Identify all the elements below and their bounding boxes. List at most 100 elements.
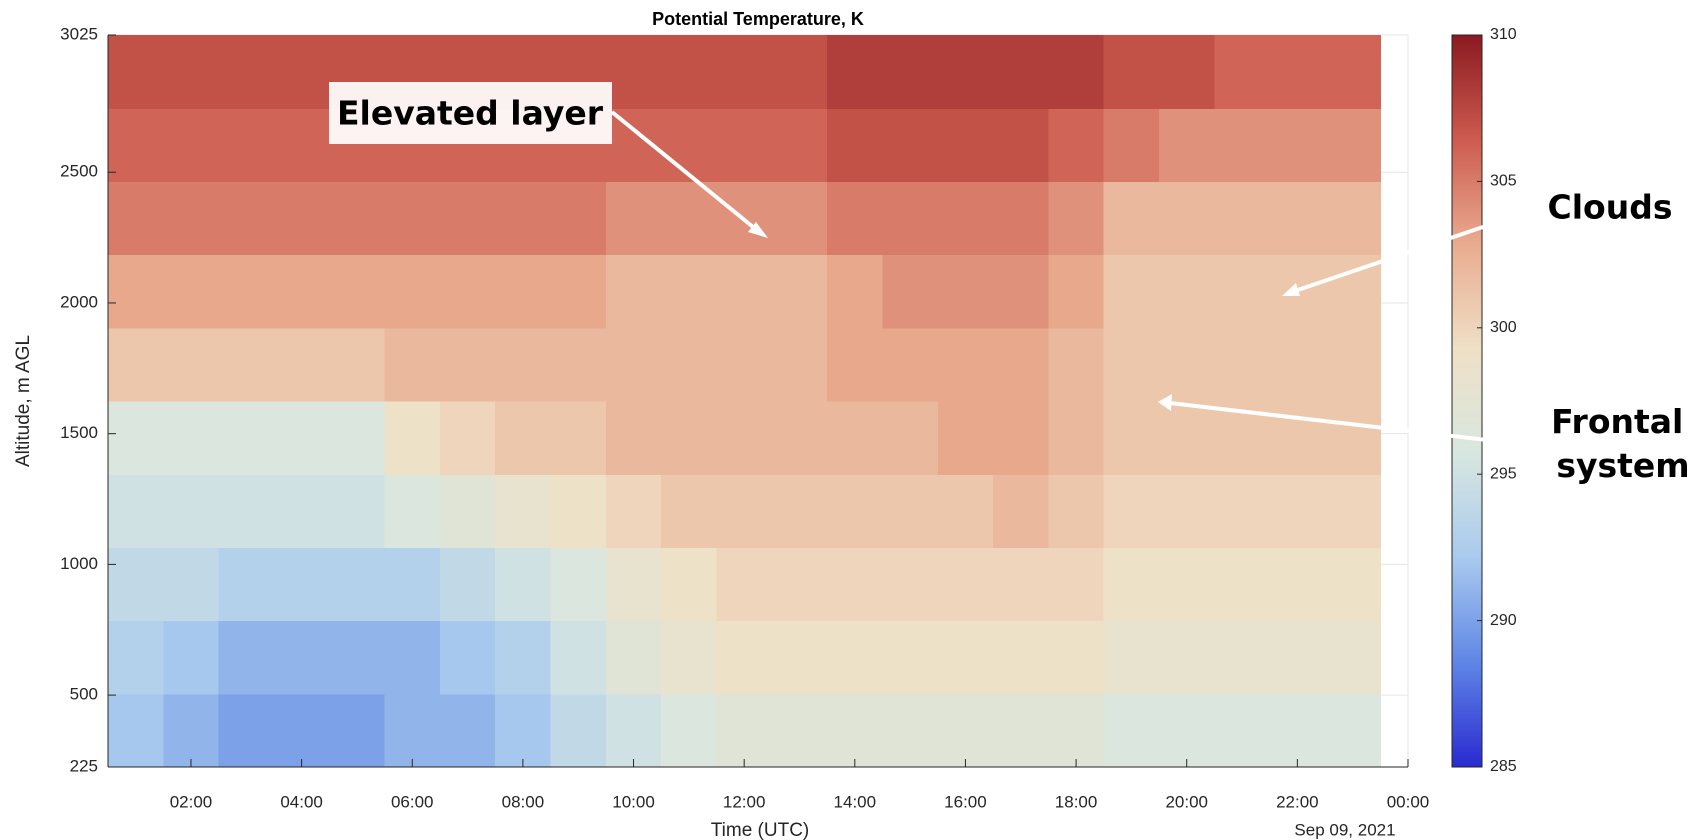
- heatmap-cell: [163, 401, 220, 475]
- x-tick-label: 00:00: [1387, 792, 1430, 811]
- heatmap-cell: [661, 35, 718, 109]
- arrowhead: [1282, 283, 1300, 296]
- heatmap-cell: [218, 547, 275, 622]
- heatmap-cell: [661, 693, 718, 768]
- heatmap-cell: [771, 693, 828, 768]
- heatmap-cell: [495, 547, 552, 622]
- heatmap-cell: [771, 620, 828, 695]
- heatmap-cell: [439, 547, 496, 622]
- heatmap-cell: [108, 254, 164, 329]
- heatmap-cell: [1325, 327, 1381, 402]
- heatmap-cell: [550, 181, 607, 256]
- heatmap-cell: [329, 327, 386, 402]
- heatmap-cell: [273, 620, 330, 695]
- heatmap-cell: [1325, 181, 1381, 256]
- annotations: Elevated layer Clouds Frontal system: [329, 82, 1690, 485]
- heatmap-cell: [1325, 620, 1381, 695]
- heatmap-cell: [495, 474, 552, 548]
- heatmap-cell: [108, 547, 164, 622]
- heatmap-cell: [1269, 108, 1326, 182]
- annotation: Clouds: [1548, 188, 1673, 227]
- heatmap-cell: [550, 620, 607, 695]
- heatmap-cell: [661, 108, 718, 182]
- heatmap-cell: [163, 620, 220, 695]
- heatmap-cell: [882, 693, 939, 768]
- heatmap-cell: [163, 181, 220, 256]
- heatmap-cell: [1159, 35, 1215, 109]
- heatmap-cell: [163, 547, 220, 622]
- heatmap-cell: [605, 401, 662, 475]
- arrow: [1291, 210, 1528, 294]
- arrow: [610, 110, 760, 233]
- heatmap-cell: [937, 254, 994, 329]
- heatmap-cell: [1159, 547, 1215, 622]
- heatmap-cell: [605, 181, 662, 256]
- heatmap-cell: [273, 181, 330, 256]
- heatmap-cell: [605, 35, 662, 109]
- heatmap-cell: [771, 547, 828, 622]
- heatmap-cell: [937, 693, 994, 768]
- heatmap-cell: [1159, 327, 1215, 402]
- heatmap-cell: [605, 693, 662, 768]
- heatmap-cell: [937, 108, 994, 182]
- heatmap-cell: [1048, 35, 1105, 109]
- heatmap-cell: [1103, 474, 1160, 548]
- y-axis-label: Altitude, m AGL: [13, 335, 34, 467]
- heatmap-cell: [1159, 474, 1215, 548]
- heatmap-cell: [716, 547, 773, 622]
- heatmap-cell: [108, 108, 164, 182]
- heatmap-cell: [384, 620, 441, 695]
- heatmap-cell: [218, 254, 275, 329]
- heatmap-cell: [1103, 327, 1160, 402]
- heatmap-cell: [329, 620, 386, 695]
- date-label: Sep 09, 2021: [1294, 820, 1395, 839]
- heatmap-cell: [771, 254, 828, 329]
- heatmap-cell: [1325, 547, 1381, 622]
- annotation-box: [329, 82, 612, 144]
- heatmap-cell: [384, 474, 441, 548]
- heatmap-cell: [1214, 620, 1271, 695]
- heatmap-cell: [1269, 547, 1326, 622]
- heatmap-cell: [495, 254, 552, 329]
- heatmap-cell: [1325, 693, 1381, 768]
- heatmap-cell: [1048, 620, 1105, 695]
- heatmap-cell: [273, 547, 330, 622]
- heatmap-cell: [495, 693, 552, 768]
- heatmap-cell: [108, 401, 164, 475]
- heatmap-cell: [550, 254, 607, 329]
- heatmap-cell: [716, 401, 773, 475]
- heatmap-cell: [495, 401, 552, 475]
- heatmap-cell: [771, 108, 828, 182]
- heatmap-cell: [827, 620, 884, 695]
- heatmap-cell: [1325, 401, 1381, 475]
- heatmap-cell: [384, 693, 441, 768]
- heatmap-cell: [1048, 474, 1105, 548]
- heatmap-cell: [1048, 108, 1105, 182]
- heatmap-cell: [1269, 181, 1326, 256]
- heatmap-cell: [1103, 620, 1160, 695]
- heatmap-cell: [882, 327, 939, 402]
- heatmap-cell: [882, 254, 939, 329]
- x-tick-label: 02:00: [170, 792, 213, 811]
- heatmap-cell: [329, 547, 386, 622]
- heatmap-cell: [1103, 108, 1160, 182]
- heatmap-cell: [827, 327, 884, 402]
- heatmap-cell: [273, 108, 330, 182]
- heatmap-cell: [550, 401, 607, 475]
- heatmap-cell: [218, 620, 275, 695]
- heatmap-cell: [1214, 547, 1271, 622]
- heatmap-cell: [661, 401, 718, 475]
- colorbar-tick-label: 310: [1490, 26, 1517, 43]
- heatmap-cell: [163, 693, 220, 768]
- heatmap-cell: [716, 254, 773, 329]
- heatmap-cell: [273, 474, 330, 548]
- heatmap-cell: [661, 547, 718, 622]
- heatmap-cell: [495, 327, 552, 402]
- heatmap-cell: [108, 181, 164, 256]
- heatmap-cell: [716, 327, 773, 402]
- heatmap-cell: [827, 693, 884, 768]
- heatmap-cell: [273, 327, 330, 402]
- annotation-line: Frontal: [1551, 402, 1683, 441]
- heatmap-cell: [993, 547, 1050, 622]
- heatmap-cell: [163, 327, 220, 402]
